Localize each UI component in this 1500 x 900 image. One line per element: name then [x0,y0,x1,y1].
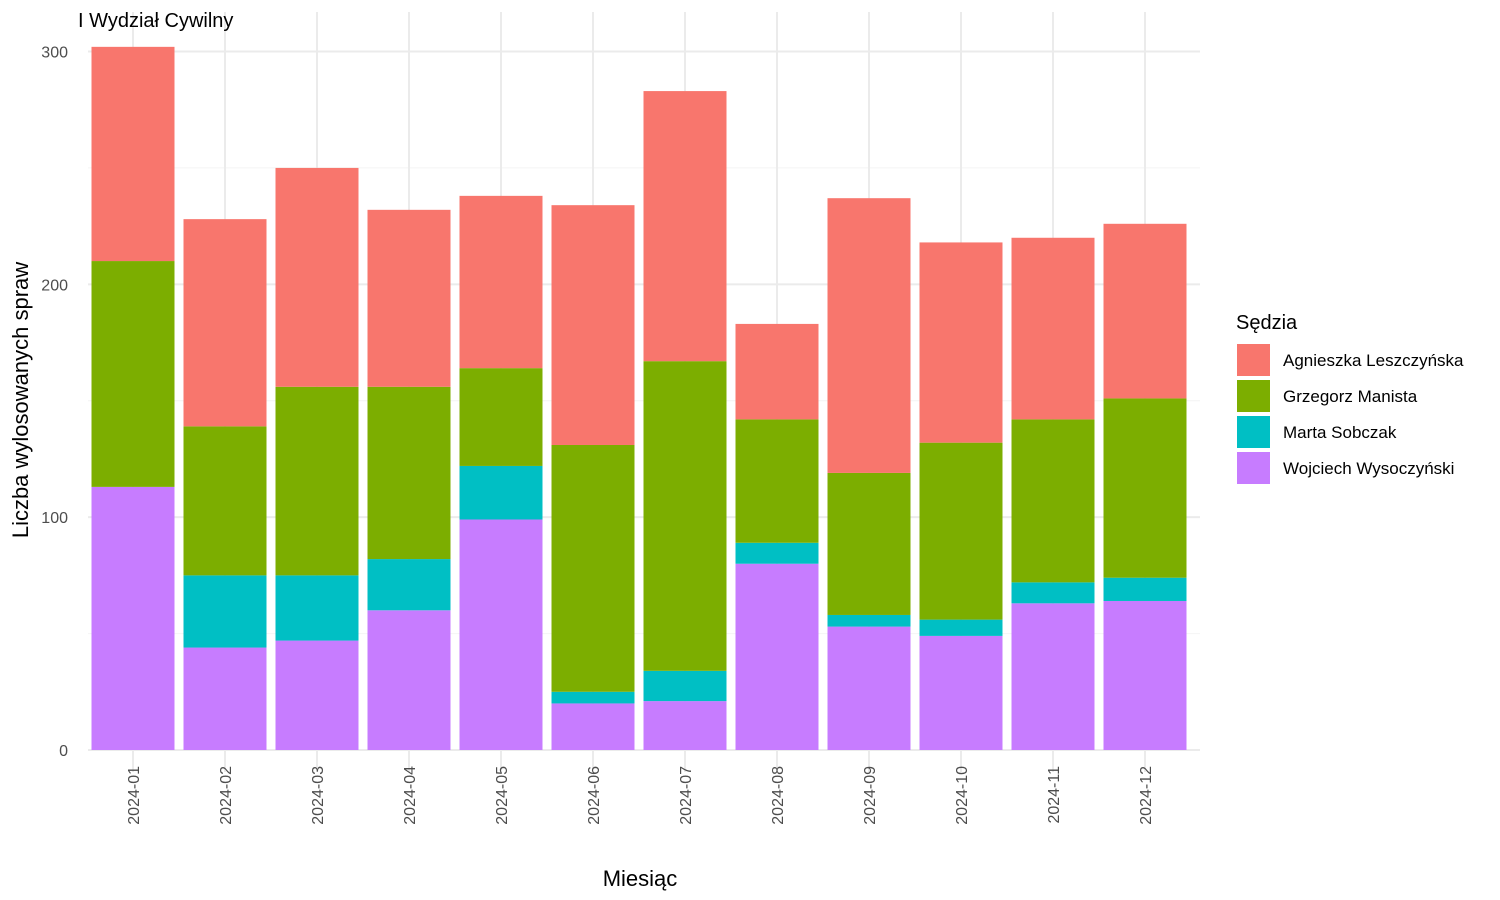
legend-swatch [1237,380,1270,412]
bar-segment [1103,577,1187,601]
legend-items: Agnieszka Leszczyńska Grzegorz Manista Mar… [1237,344,1464,484]
bar-segment [183,647,267,750]
legend-swatch [1237,416,1270,448]
bar-segment [1011,603,1095,750]
x-tick-label: 2024-04 [402,766,419,825]
x-tick-label: 2024-08 [770,766,787,825]
bar-segment [183,219,267,427]
y-axis-label: Liczba wylosowanych spraw [8,262,33,538]
x-tick-label: 2024-01 [126,766,143,825]
y-tick-labels: 0 100 200 300 [41,45,68,761]
y-tick-label: 300 [41,45,68,62]
bar-segment [919,242,1003,443]
legend-label: Grzegorz Manista [1283,387,1418,406]
bar-segment [275,167,359,387]
bar-segment [367,209,451,387]
bar-segment [459,195,543,369]
bar-segment [1103,398,1187,578]
bar-segment [367,559,451,611]
bar-segment [275,640,359,750]
legend-swatch [1237,344,1270,376]
x-tick-label: 2024-10 [954,766,971,825]
bar-segment [1011,582,1095,604]
legend-label: Wojciech Wysoczyński [1283,459,1454,478]
bar-segment [827,626,911,750]
bar-segment [643,701,727,750]
x-tick-label: 2024-07 [678,766,695,825]
bars [91,46,1187,750]
bar-segment [459,519,543,750]
bar-segment [551,444,635,692]
bar-segment [1103,223,1187,399]
x-tick-label: 2024-09 [862,766,879,825]
x-tick-label: 2024-02 [218,766,235,825]
bar-segment [367,610,451,750]
bar-segment [367,386,451,560]
x-tick-labels: 2024-01 2024-02 2024-03 2024-04 2024-05 2024-… [126,766,1155,825]
legend-label: Agnieszka Leszczyńska [1283,351,1464,370]
bar-segment [551,691,635,704]
legend-swatch [1237,452,1270,484]
legend: Sędzia Agnieszka Leszczyńska Grzegorz Man… [1236,312,1464,484]
bar-segment [1011,237,1095,420]
x-tick-label: 2024-11 [1046,766,1063,824]
bar-segment [183,426,267,576]
bar-segment [91,261,175,487]
bar-segment [735,419,819,543]
bar-segment [735,542,819,564]
x-tick-label: 2024-06 [586,766,603,825]
bar-segment [643,91,727,362]
bar-segment [91,486,175,750]
chart-title: I Wydział Cywilny [78,10,233,32]
legend-title: Sędzia [1236,312,1298,334]
x-tick-label: 2024-12 [1138,766,1155,825]
bar-segment [735,323,819,420]
bar-segment [551,703,635,750]
bar-segment [1011,419,1095,583]
bar-segment [459,465,543,520]
bar-segment [827,614,911,627]
y-tick-label: 0 [59,743,68,760]
bar-segment [643,361,727,671]
bar-segment [183,575,267,648]
legend-label: Marta Sobczak [1283,423,1397,442]
y-tick-label: 200 [41,277,68,294]
bar-segment [919,442,1003,620]
bar-segment [827,198,911,473]
y-tick-label: 100 [41,510,68,527]
bar-segment [919,635,1003,750]
bar-segment [919,619,1003,636]
bar-segment [275,575,359,641]
bar-segment [643,670,727,702]
bar-segment [275,386,359,576]
bar-segment [827,472,911,615]
x-axis-label: Miesiąc [603,866,678,891]
bar-segment [1103,600,1187,750]
x-tick-label: 2024-03 [310,766,327,825]
bar-segment [551,205,635,445]
bar-segment [91,46,175,262]
bar-segment [735,563,819,750]
bar-segment [459,368,543,466]
x-tick-label: 2024-05 [494,766,511,825]
